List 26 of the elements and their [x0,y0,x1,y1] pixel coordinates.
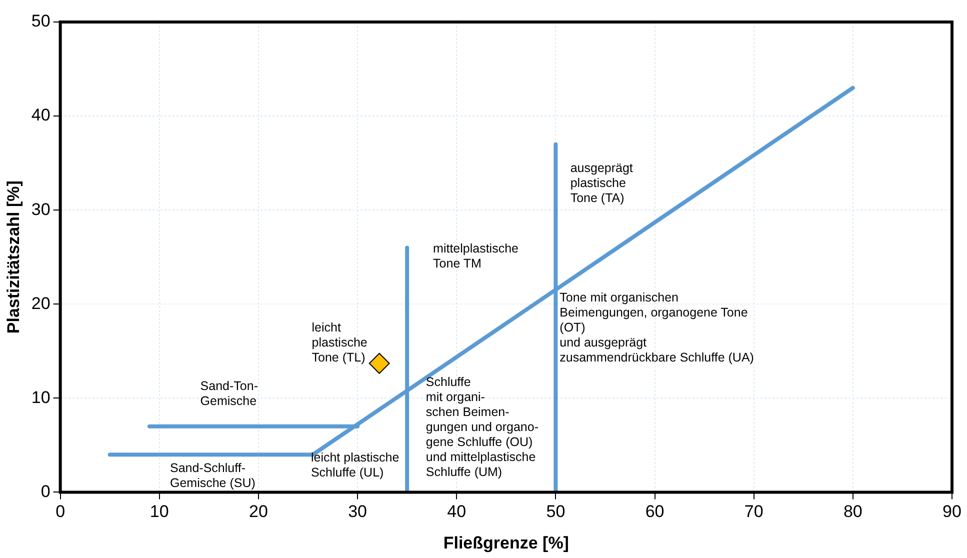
x-tick-label: 20 [249,502,268,522]
x-tick-label: 80 [843,502,862,522]
annotation: ausgeprägt plastische Tone (TA) [570,160,634,205]
annotation: Sand-Ton- Gemische [200,378,258,408]
y-tick-label: 20 [31,294,50,313]
annotation: mittelplastische Tone TM [433,242,519,271]
x-tick-label: 90 [942,502,962,522]
y-tick-label: 10 [31,388,50,407]
y-tick-label: 40 [31,106,50,125]
x-tick-label: 70 [744,502,764,522]
y-tick-label: 50 [31,12,50,31]
y-tick-label: 0 [40,482,50,501]
annotation: leicht plastische Tone (TL) [312,320,368,365]
y-axis-title: Plastizitätszahl [%] [4,180,23,334]
annotation: Sand-Schluff- Gemische (SU) [170,460,256,490]
x-tick-label: 50 [546,502,566,522]
x-tick-label: 0 [56,502,66,522]
y-tick-label: 30 [31,200,50,219]
annotation: leicht plastische Schluffe (UL) [310,450,400,480]
x-tick-label: 30 [348,502,367,522]
x-tick-label: 10 [150,502,169,522]
x-tick-label: 40 [447,502,466,522]
x-axis-title: Fließgrenze [%] [443,533,569,552]
annotation: Tone mit organischen Beimengungen, organogene Tone (OT) und ausgeprägt zusammendrückbare Schluffe (UA) [560,290,754,365]
annotation: Schluffe mit organi- schen Beimen- gungen und organo- gene Schluffe (OU) und mittelplastische Schluffe (UM) [426,375,539,480]
x-tick-label: 60 [645,502,664,522]
